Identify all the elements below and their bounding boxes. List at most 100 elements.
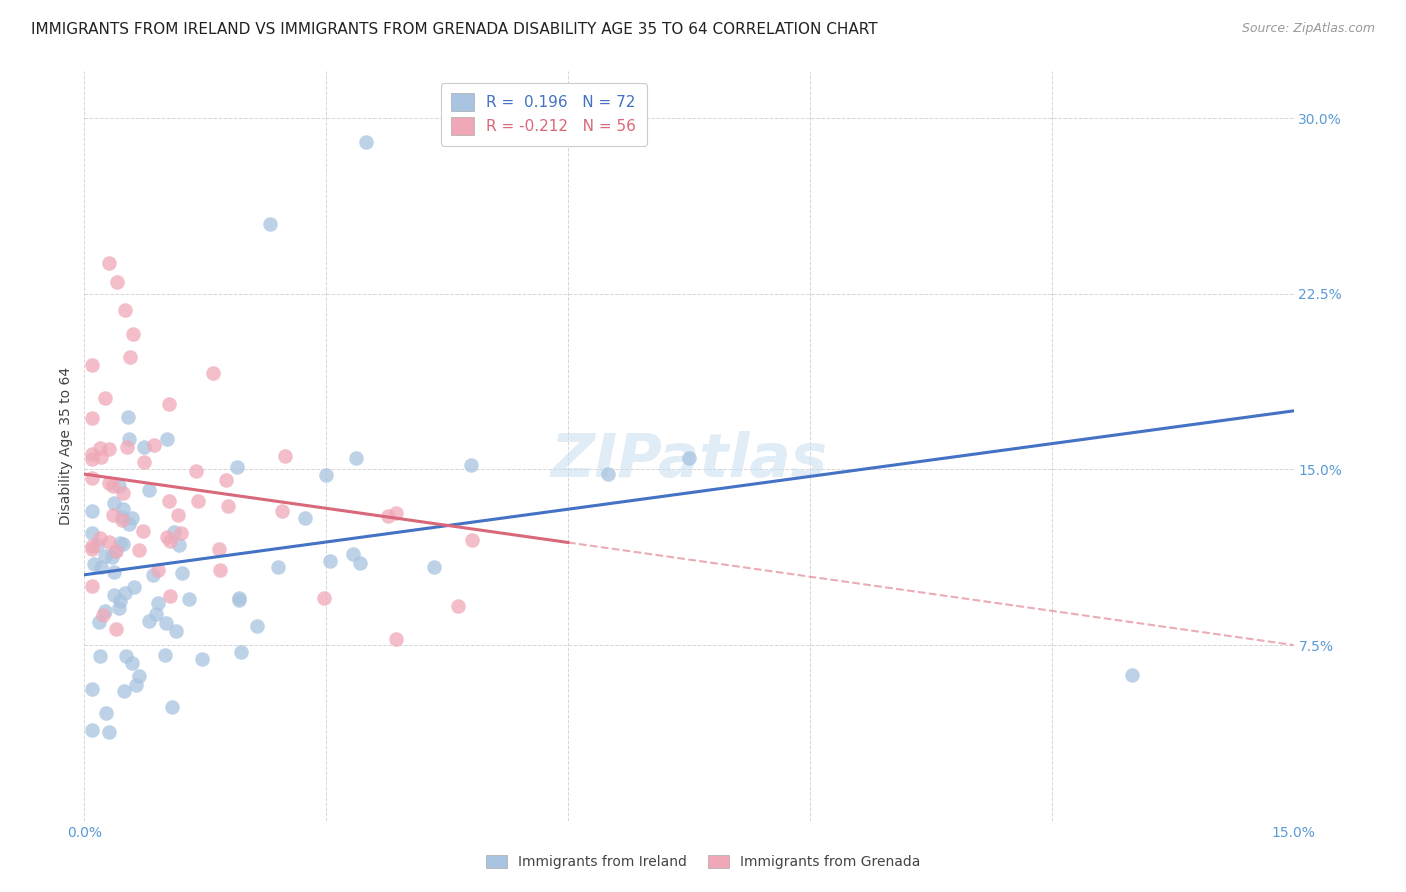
Point xyxy=(202,366,225,380)
Point xyxy=(93,603,115,617)
Point xyxy=(209,564,232,578)
Point xyxy=(112,502,135,516)
Point xyxy=(598,467,620,482)
Point xyxy=(110,509,132,524)
Point xyxy=(96,706,118,721)
Point xyxy=(101,549,124,564)
Point xyxy=(166,508,188,522)
Point xyxy=(1121,668,1143,682)
Point xyxy=(170,566,193,580)
Point xyxy=(274,449,297,463)
Point xyxy=(377,508,399,523)
Point xyxy=(319,553,342,567)
Point xyxy=(90,450,112,464)
Point xyxy=(155,530,177,544)
Point xyxy=(159,533,181,548)
Point xyxy=(90,560,112,574)
Point xyxy=(82,526,104,541)
Point xyxy=(83,558,105,572)
Point xyxy=(208,541,231,556)
Point xyxy=(82,539,104,553)
Point xyxy=(103,589,125,603)
Point xyxy=(114,586,136,600)
Point xyxy=(82,541,104,556)
Point xyxy=(187,494,209,508)
Point xyxy=(124,677,146,691)
Point xyxy=(165,624,187,638)
Point xyxy=(104,543,127,558)
Point xyxy=(312,591,335,606)
Point xyxy=(112,683,135,698)
Point xyxy=(128,669,150,683)
Point xyxy=(121,656,143,670)
Point xyxy=(82,447,104,461)
Point xyxy=(132,455,155,469)
Point xyxy=(82,452,104,467)
Point xyxy=(157,397,180,411)
Point xyxy=(82,471,104,485)
Point xyxy=(259,217,281,231)
Point xyxy=(82,682,104,697)
Legend: R =  0.196   N = 72, R = -0.212   N = 56: R = 0.196 N = 72, R = -0.212 N = 56 xyxy=(440,83,647,145)
Text: Source: ZipAtlas.com: Source: ZipAtlas.com xyxy=(1241,22,1375,36)
Point xyxy=(108,536,131,550)
Point xyxy=(315,468,337,483)
Point xyxy=(179,591,201,606)
Point xyxy=(384,506,406,520)
Point xyxy=(86,538,108,552)
Point xyxy=(112,486,135,500)
Point xyxy=(105,544,128,558)
Point xyxy=(103,496,125,510)
Point xyxy=(294,510,316,524)
Point xyxy=(155,615,177,630)
Point xyxy=(460,533,482,547)
Point xyxy=(121,511,143,525)
Text: IMMIGRANTS FROM IRELAND VS IMMIGRANTS FROM GRENADA DISABILITY AGE 35 TO 64 CORRE: IMMIGRANTS FROM IRELAND VS IMMIGRANTS FR… xyxy=(31,22,877,37)
Point xyxy=(229,644,252,658)
Point xyxy=(114,303,136,318)
Point xyxy=(121,326,143,341)
Point xyxy=(89,441,111,455)
Point xyxy=(460,458,482,472)
Point xyxy=(385,632,408,647)
Point xyxy=(160,700,183,714)
Point xyxy=(82,579,104,593)
Point xyxy=(97,256,120,270)
Point xyxy=(120,350,142,364)
Point xyxy=(228,591,250,606)
Point xyxy=(89,531,111,545)
Point xyxy=(138,483,160,497)
Point xyxy=(89,648,111,663)
Point xyxy=(356,135,378,149)
Point xyxy=(117,410,139,425)
Legend: Immigrants from Ireland, Immigrants from Grenada: Immigrants from Ireland, Immigrants from… xyxy=(479,848,927,876)
Point xyxy=(132,440,155,454)
Point xyxy=(159,590,181,604)
Point xyxy=(101,479,124,493)
Point xyxy=(146,563,169,577)
Point xyxy=(118,432,141,446)
Point xyxy=(115,648,138,663)
Point xyxy=(118,517,141,532)
Point xyxy=(93,392,115,406)
Point xyxy=(107,600,129,615)
Point xyxy=(142,568,165,582)
Point xyxy=(678,450,700,465)
Point xyxy=(153,648,176,662)
Point xyxy=(103,565,125,579)
Point xyxy=(131,524,153,539)
Point xyxy=(215,473,238,487)
Text: ZIPatlas: ZIPatlas xyxy=(550,432,828,491)
Point xyxy=(82,358,104,372)
Point xyxy=(163,524,186,539)
Point xyxy=(82,723,104,738)
Point xyxy=(423,559,446,574)
Point xyxy=(108,478,131,492)
Point xyxy=(98,535,121,549)
Point xyxy=(217,500,239,514)
Point xyxy=(226,460,249,475)
Point xyxy=(122,580,145,594)
Point xyxy=(128,543,150,558)
Point xyxy=(346,450,368,465)
Y-axis label: Disability Age 35 to 64: Disability Age 35 to 64 xyxy=(59,367,73,525)
